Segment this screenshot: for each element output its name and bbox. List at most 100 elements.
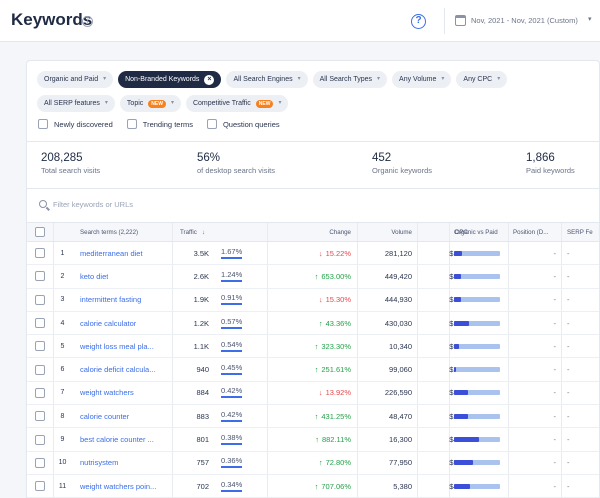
filter-chip-label: All Search Engines (233, 76, 293, 83)
date-range-picker[interactable]: Nov, 2021 - Nov, 2021 (Custom) (471, 16, 578, 25)
select-all-checkbox[interactable] (35, 223, 45, 241)
keyword-link[interactable]: calorie deficit calcula... (80, 365, 156, 375)
serp-value: - (567, 365, 570, 375)
calendar-icon[interactable] (455, 15, 466, 26)
organic-paid-bar (454, 382, 500, 404)
traffic-share-value: 0.45% (221, 364, 243, 376)
checkbox[interactable] (38, 119, 48, 129)
keyword-link[interactable]: intermittent fasting (80, 295, 142, 305)
row-checkbox[interactable] (35, 405, 45, 427)
traffic-value: 2.6K (193, 271, 209, 281)
header-divider (444, 8, 445, 34)
checkbox[interactable] (35, 411, 45, 422)
row-checkbox[interactable] (35, 312, 45, 334)
checkbox[interactable] (35, 457, 45, 468)
keyword-link[interactable]: weight watchers (80, 388, 134, 398)
column-header-term[interactable]: Search terms (2,222) (80, 228, 139, 236)
filter-chip[interactable]: All Search Engines ▾ (226, 71, 308, 88)
checkbox[interactable] (35, 364, 45, 375)
filter-chip[interactable]: Organic and Paid ▾ (37, 71, 114, 88)
keyword-link[interactable]: nutrisystem (80, 458, 119, 468)
filter-chip[interactable]: Competitive Traffic NEW ▾ (185, 95, 289, 112)
filter-checkbox[interactable]: Newly discovered (38, 119, 113, 129)
checkbox[interactable] (35, 341, 45, 352)
chevron-down-icon: ▾ (104, 100, 108, 106)
volume-value: 99,060 (389, 365, 412, 375)
row-number: 10 (58, 459, 67, 467)
checkbox[interactable] (206, 119, 217, 129)
help-icon[interactable]: ? (411, 14, 426, 29)
checkbox[interactable] (35, 271, 45, 282)
sort-arrow-icon[interactable]: ↓ (201, 228, 205, 236)
chevron-down-icon: ▾ (278, 100, 282, 106)
organic-paid-bar (454, 428, 500, 450)
checkbox[interactable] (35, 318, 45, 329)
row-checkbox[interactable] (35, 289, 45, 311)
serp-value: - (567, 435, 570, 445)
paid-share-bar (454, 273, 500, 279)
checkbox-label: Trending terms (142, 119, 193, 129)
filter-chip[interactable]: Any Volume ▾ (392, 71, 452, 88)
column-header-organic-paid[interactable]: Organic vs Paid (454, 228, 498, 236)
row-checkbox[interactable] (35, 452, 45, 474)
volume-value: 281,120 (384, 248, 412, 258)
checkbox[interactable] (35, 481, 45, 492)
checkbox[interactable] (35, 434, 45, 445)
position-value: - (553, 318, 557, 328)
row-checkbox[interactable] (35, 358, 45, 380)
row-checkbox[interactable] (35, 242, 45, 264)
column-header-cpc[interactable]: CPC (454, 228, 468, 236)
column-header-volume[interactable]: Volume (391, 228, 412, 236)
chevron-down-icon: ▾ (497, 76, 501, 82)
keyword-link[interactable]: keto diet (80, 271, 109, 281)
organic-paid-bar (454, 312, 500, 334)
keyword-link[interactable]: weight watchers poin... (80, 481, 157, 491)
serp-value: - (567, 458, 570, 468)
filter-chip[interactable]: Any CPC ▾ (456, 71, 508, 88)
checkbox[interactable] (35, 294, 45, 305)
paid-share-bar (454, 413, 500, 419)
divider (27, 141, 599, 142)
filter-chip[interactable]: Topic NEW ▾ (119, 95, 181, 112)
remove-filter-icon[interactable]: × (204, 74, 215, 85)
new-badge: NEW (148, 99, 166, 108)
change-percent: 251.61% (321, 365, 351, 375)
row-checkbox[interactable] (35, 382, 45, 404)
column-header-traffic[interactable]: Traffic ↓ (180, 223, 205, 241)
checkbox[interactable] (35, 387, 45, 398)
column-header-change[interactable]: Change (329, 228, 351, 236)
column-header-position[interactable]: Position (D... (513, 228, 549, 236)
filter-checkbox[interactable]: Trending terms (126, 119, 193, 129)
checkbox[interactable] (35, 248, 45, 259)
stat-label: Paid keywords (526, 166, 575, 175)
info-icon[interactable]: i (82, 16, 93, 27)
filter-chip[interactable]: All SERP features ▾ (37, 95, 115, 112)
row-checkbox[interactable] (35, 475, 45, 497)
filter-chip[interactable]: Non-Branded Keywords × (118, 71, 222, 88)
traffic-value: 801 (196, 435, 209, 445)
keywords-table: Search terms (2,222) Traffic ↓ Change Vo… (27, 222, 599, 498)
stat-value: 452 (372, 152, 392, 164)
row-checkbox[interactable] (35, 335, 45, 357)
row-checkbox[interactable] (35, 265, 45, 287)
row-checkbox[interactable] (35, 428, 45, 450)
keyword-filter-input[interactable] (53, 197, 353, 211)
keyword-link[interactable]: calorie calculator (80, 318, 137, 328)
organic-paid-bar (454, 358, 500, 380)
organic-share-bar (454, 483, 471, 489)
checkbox[interactable] (126, 119, 137, 129)
filter-chip[interactable]: All Search Types ▾ (312, 71, 388, 88)
traffic-value: 3.5K (193, 248, 209, 258)
traffic-value: 1.2K (193, 318, 209, 328)
filter-checkbox[interactable]: Question queries (206, 119, 280, 129)
keyword-link[interactable]: mediterranean diet (80, 248, 143, 258)
keyword-link[interactable]: best calorie counter ... (80, 435, 154, 445)
table-row: 10nutrisystem7570.36%↑72.80%77,950$5.10-… (27, 451, 599, 475)
keyword-link[interactable]: calorie counter (80, 411, 130, 421)
volume-value: 77,950 (389, 458, 412, 468)
column-header-serp[interactable]: SERP Fe (567, 228, 593, 236)
organic-share-bar (454, 367, 457, 373)
keyword-link[interactable]: weight loss meal pla... (80, 341, 154, 351)
chevron-down-icon[interactable]: ▾ (588, 16, 592, 23)
